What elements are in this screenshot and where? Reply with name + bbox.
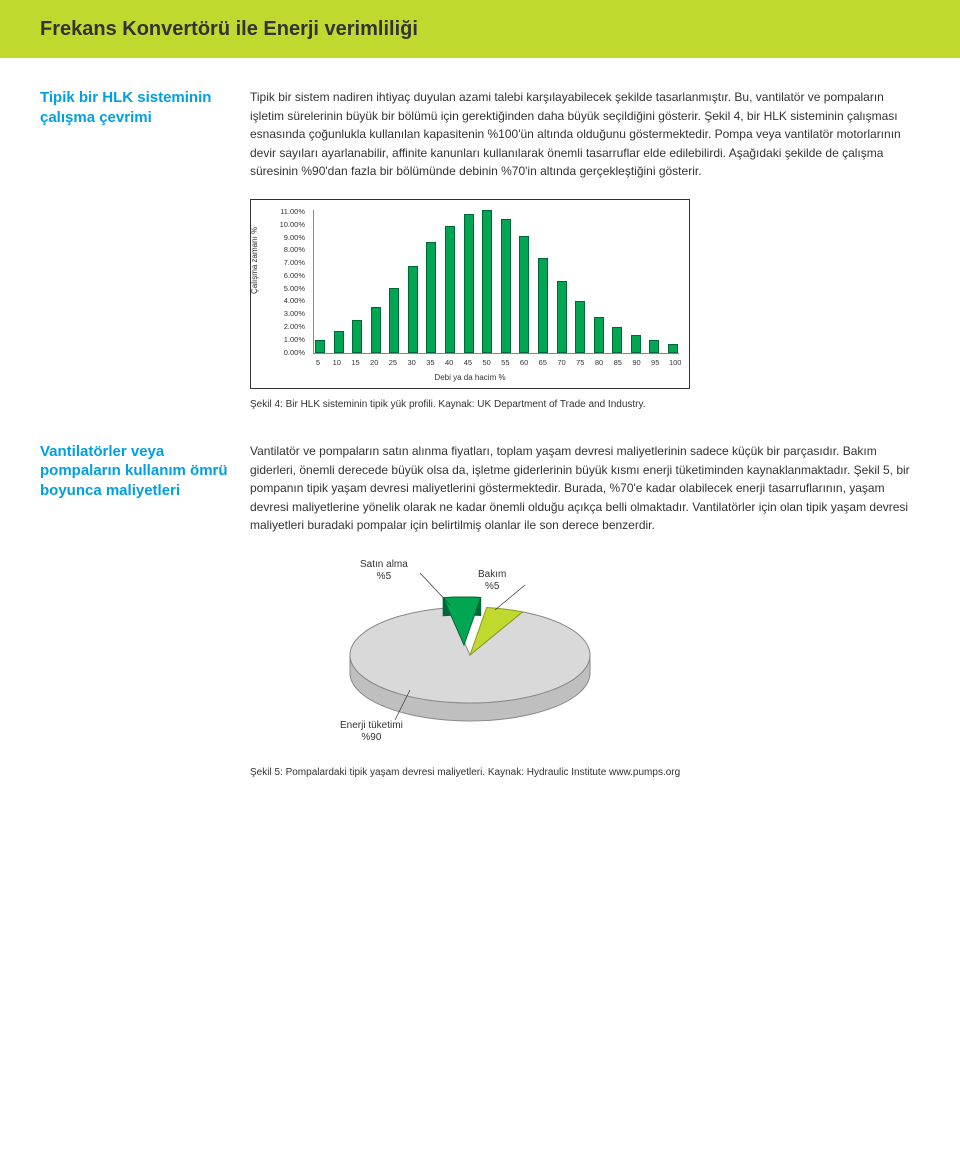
section-2-body: Vantilatör ve pompaların satın alınma fi… xyxy=(250,442,920,535)
x-tick-label: 60 xyxy=(519,357,529,368)
pie-chart-svg xyxy=(300,555,640,735)
section-1-title: Tipik bir HLK sisteminin çalışma çevrimi xyxy=(40,88,230,127)
y-tick-label: 6.00% xyxy=(251,270,305,281)
bar xyxy=(668,344,678,353)
x-tick-label: 80 xyxy=(594,357,604,368)
x-tick-label: 90 xyxy=(631,357,641,368)
section-2: Vantilatörler veya pompaların kullanım ö… xyxy=(40,442,920,780)
section-1-body: Tipik bir sistem nadiren ihtiyaç duyulan… xyxy=(250,88,920,181)
section-1-right: Tipik bir sistem nadiren ihtiyaç duyulan… xyxy=(250,88,920,412)
y-tick-label: 5.00% xyxy=(251,283,305,294)
x-tick-label: 55 xyxy=(500,357,510,368)
y-tick-label: 11.00% xyxy=(251,206,305,217)
y-tick-label: 0.00% xyxy=(251,347,305,358)
bar xyxy=(426,242,436,353)
x-tick-label: 5 xyxy=(313,357,323,368)
content-area: Tipik bir HLK sisteminin çalışma çevrimi… xyxy=(0,58,960,780)
x-tick-label: 15 xyxy=(350,357,360,368)
bar xyxy=(538,258,548,353)
bar-chart-x-ticks: 5 10 15 20 25 30 35 40 45 50 55 60 65 70 75 80 85 90 95 100 xyxy=(313,357,679,368)
x-tick-label: 100 xyxy=(669,357,679,368)
x-tick-label: 75 xyxy=(575,357,585,368)
bar-chart-plot-area xyxy=(313,210,679,354)
x-tick-label: 10 xyxy=(332,357,342,368)
bar xyxy=(612,327,622,353)
section-2-left: Vantilatörler veya pompaların kullanım ö… xyxy=(40,442,230,780)
bar xyxy=(371,307,381,353)
bar-chart-bars xyxy=(314,210,679,353)
bar xyxy=(631,335,641,353)
bar xyxy=(501,219,511,353)
pie-label-maintenance: Bakım %5 xyxy=(478,569,506,593)
bar xyxy=(389,288,399,353)
x-tick-label: 20 xyxy=(369,357,379,368)
x-tick-label: 65 xyxy=(538,357,548,368)
x-tick-label: 95 xyxy=(650,357,660,368)
y-tick-label: 10.00% xyxy=(251,219,305,230)
bar-chart-box: Çalışma zamanı % 11.00%10.00%9.00%8.00%7… xyxy=(250,199,690,389)
pie-label-purchase-line2: %5 xyxy=(377,571,391,582)
pie-label-purchase-line1: Satın alma xyxy=(360,559,408,570)
section-1-left: Tipik bir HLK sisteminin çalışma çevrimi xyxy=(40,88,230,412)
pie-label-energy-line2: %90 xyxy=(361,732,381,743)
x-tick-label: 85 xyxy=(613,357,623,368)
bar-chart-caption: Şekil 4: Bir HLK sisteminin tipik yük pr… xyxy=(250,397,920,412)
bar xyxy=(315,340,325,353)
bar xyxy=(649,340,659,353)
x-tick-label: 50 xyxy=(482,357,492,368)
bar xyxy=(352,320,362,353)
x-tick-label: 45 xyxy=(463,357,473,368)
section-2-right: Vantilatör ve pompaların satın alınma fi… xyxy=(250,442,920,780)
y-tick-label: 1.00% xyxy=(251,334,305,345)
bar xyxy=(575,301,585,353)
pie-chart-caption: Şekil 5: Pompalardaki tipik yaşam devres… xyxy=(250,765,920,780)
x-tick-label: 40 xyxy=(444,357,454,368)
pie-label-purchase: Satın alma %5 xyxy=(360,559,408,583)
bar xyxy=(519,236,529,353)
y-tick-label: 4.00% xyxy=(251,295,305,306)
y-tick-label: 2.00% xyxy=(251,321,305,332)
x-tick-label: 30 xyxy=(407,357,417,368)
x-tick-label: 25 xyxy=(388,357,398,368)
x-tick-label: 35 xyxy=(425,357,435,368)
pie-label-maintenance-line2: %5 xyxy=(485,581,499,592)
y-tick-label: 9.00% xyxy=(251,232,305,243)
pie-label-energy: Enerji tüketimi %90 xyxy=(340,720,403,744)
page-header: Frekans Konvertörü ile Enerji verimliliğ… xyxy=(0,0,960,58)
x-tick-label: 70 xyxy=(557,357,567,368)
pie-label-maintenance-line1: Bakım xyxy=(478,569,506,580)
bar xyxy=(408,266,418,353)
y-tick-label: 8.00% xyxy=(251,244,305,255)
bar xyxy=(594,317,604,353)
y-tick-label: 7.00% xyxy=(251,257,305,268)
bar xyxy=(445,226,455,353)
bar-chart-x-axis-label: Debi ya da hacim % xyxy=(251,372,689,384)
bar xyxy=(464,214,474,353)
section-1: Tipik bir HLK sisteminin çalışma çevrimi… xyxy=(40,88,920,412)
bar-chart-y-ticks: 11.00% 10.00% 9.00%8.00% 7.00% 6.00% 5.00%4.0… xyxy=(251,206,309,358)
section-2-title: Vantilatörler veya pompaların kullanım ö… xyxy=(40,442,230,501)
bar xyxy=(557,281,567,353)
bar xyxy=(482,210,492,353)
pie-chart-wrap: Satın alma %5 Bakım %5 Enerji tüketimi %… xyxy=(250,555,690,755)
pie-label-energy-line1: Enerji tüketimi xyxy=(340,720,403,731)
bar-chart-wrap: Çalışma zamanı % 11.00%10.00%9.00%8.00%7… xyxy=(250,199,920,412)
page-title: Frekans Konvertörü ile Enerji verimliliğ… xyxy=(40,18,418,40)
y-tick-label: 3.00% xyxy=(251,308,305,319)
bar xyxy=(334,331,344,353)
